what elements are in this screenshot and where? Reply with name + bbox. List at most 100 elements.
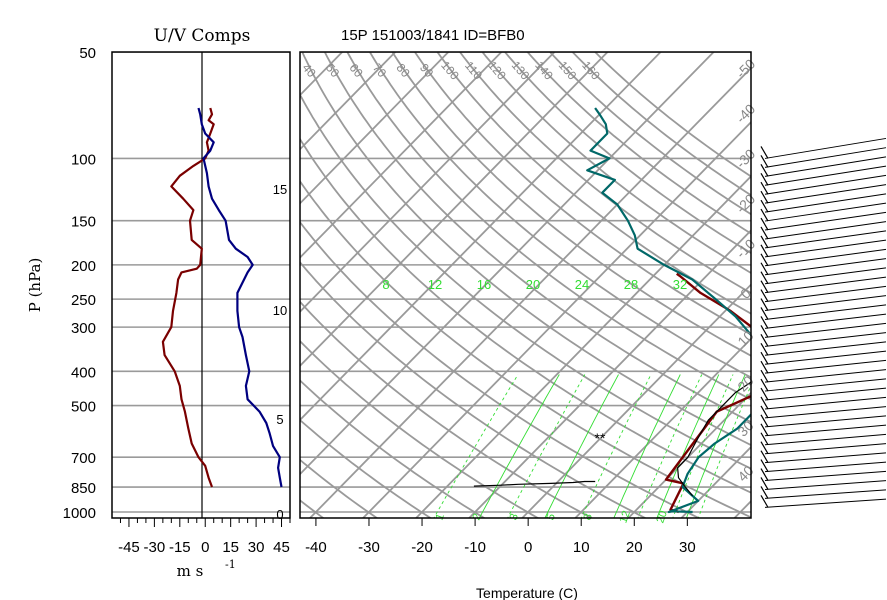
uv-series-v (197, 107, 283, 488)
wind-barb (760, 369, 887, 383)
skewt-isotherm-label: -50 (733, 56, 759, 82)
wind-barb-shaft (764, 137, 887, 159)
wind-barb (760, 495, 887, 508)
wind-barb-shaft (764, 415, 887, 428)
skewt-dry-adiabat-label: 40 (299, 61, 319, 80)
wind-barb-shaft (764, 276, 887, 294)
skewt-mixing-ratio-line (637, 374, 703, 518)
skewt-dry-adiabat (391, 52, 751, 357)
wind-barb (760, 230, 887, 249)
uv-x-axis: -45 -30 -15 0 15 30 45 (118, 518, 291, 556)
wind-barb-shaft (764, 461, 887, 473)
wind-barb-flag (760, 280, 769, 293)
uv-title: U/V Comps (154, 26, 251, 46)
skewt-height-label: 5 (276, 412, 283, 427)
skewt-dry-adiabat (301, 52, 751, 447)
skewt-x-tick-label: 20 (626, 539, 643, 556)
skewt-series-group (473, 107, 751, 514)
skewt-dry-adiabat (300, 179, 751, 518)
skewt-mixing-ratio-top-label: 28 (624, 277, 638, 292)
skewt-height-label: 0 (276, 507, 283, 522)
skewt-isotherm (300, 52, 450, 205)
skewt-isotherm (300, 52, 503, 259)
wind-barb-flag (760, 226, 769, 240)
wind-barb-flag (760, 289, 769, 302)
wind-barb-shaft (764, 230, 887, 249)
skewt-mixing-ratio-line (433, 374, 519, 518)
uv-y-tick-label: 500 (71, 399, 96, 416)
skewt-dry-adiabat (300, 220, 701, 518)
wind-barb (760, 359, 887, 374)
wind-barb (760, 468, 887, 482)
uv-y-tick-label: 700 (71, 450, 96, 467)
skewt-mixing-ratio-bottom-label: 1 (433, 512, 446, 522)
skewt-dry-adiabat (300, 300, 594, 518)
skewt-mixing-ratio-line (478, 374, 560, 518)
skewt-x-tick-label: 10 (573, 539, 590, 556)
wind-barb-shaft (764, 285, 887, 303)
uv-y-tick-label: 50 (79, 45, 96, 62)
skewt-isotherm (786, 36, 887, 520)
skewt-isotherm (574, 337, 751, 518)
wind-barb-shaft (764, 489, 887, 499)
wind-barb (760, 332, 887, 347)
wind-barb-flag (760, 432, 769, 446)
wind-barb-flag (760, 181, 769, 195)
skewt-x-tick-label: 0 (524, 539, 532, 556)
skewt-isotherm (414, 175, 751, 518)
skewt-x-tick-label: -30 (358, 539, 380, 556)
wind-barb (760, 441, 887, 455)
skewt-isotherm-label: 40 (734, 462, 756, 484)
wind-barb-shaft (764, 452, 887, 464)
skewt-x-tick-label: 30 (679, 539, 696, 556)
skewt-mixing-ratio-line (685, 374, 746, 518)
wind-barb-flag (760, 307, 769, 320)
skewt-isotherm (467, 229, 751, 518)
skewt-mixing-ratio-top-label: 24 (575, 277, 589, 292)
wind-barb (760, 202, 887, 222)
skewt-dry-adiabat (300, 499, 325, 518)
wind-barb (760, 387, 887, 401)
skewt-isotherm (300, 52, 556, 313)
skewt-mixing-ratio-top-label: 32 (673, 277, 687, 292)
uv-y-tick-label: 250 (71, 292, 96, 309)
skewt-mixing-ratio-top-label: 8 (382, 277, 389, 292)
wind-barb (760, 486, 887, 499)
wind-barb-shaft (764, 359, 887, 374)
skewt-mixing-ratio-line (580, 374, 652, 518)
skewt-barb-annotation: ** (595, 430, 606, 446)
skewt-dry-adiabat (300, 92, 751, 470)
skewt-dry-adiabat (300, 379, 486, 518)
wind-barb-flag (760, 172, 769, 186)
skewt-isotherm (361, 120, 751, 518)
wind-barb-shaft (764, 165, 887, 186)
wind-barb-shaft (764, 211, 887, 231)
wind-barb-shaft (764, 147, 887, 168)
uv-y-tick-label: 300 (71, 320, 96, 337)
wind-barb (760, 165, 887, 186)
wind-barb (760, 295, 887, 312)
wind-barb (760, 341, 887, 356)
wind-barb-shaft (764, 332, 887, 347)
skewt-mixing-ratio-bottom-label: 2 (470, 512, 483, 522)
wind-barb-flag (760, 253, 769, 267)
wind-barb-flag (760, 334, 769, 347)
uv-y-axis: 50 100 150 200 250 300 400 500 700 850 1000 (63, 45, 96, 522)
wind-barb (760, 193, 887, 213)
skewt-isotherm (300, 52, 662, 422)
skewt-dry-adiabat (323, 52, 751, 424)
uv-x-tick-label: 15 (222, 539, 239, 556)
wind-barb (760, 378, 887, 392)
skewt-mixing-ratio-bottom-label: 5 (544, 512, 557, 522)
wind-barb-shaft (764, 470, 887, 482)
uv-gridlines (112, 52, 290, 513)
skewt-frame (299, 51, 752, 519)
wind-barb-shaft (764, 378, 887, 392)
wind-barb-flag (760, 164, 769, 177)
uv-x-tick-label: 30 (248, 539, 265, 556)
skewt-panel: 15P 151003/1841 ID=BFB0 40 50 60 70 80 90 100 1… (273, 27, 887, 600)
wind-barb (760, 276, 887, 294)
wind-barb (760, 258, 887, 276)
skewt-dry-adiabat (413, 52, 751, 336)
uv-xlabel-exponent: -1 (225, 558, 236, 571)
